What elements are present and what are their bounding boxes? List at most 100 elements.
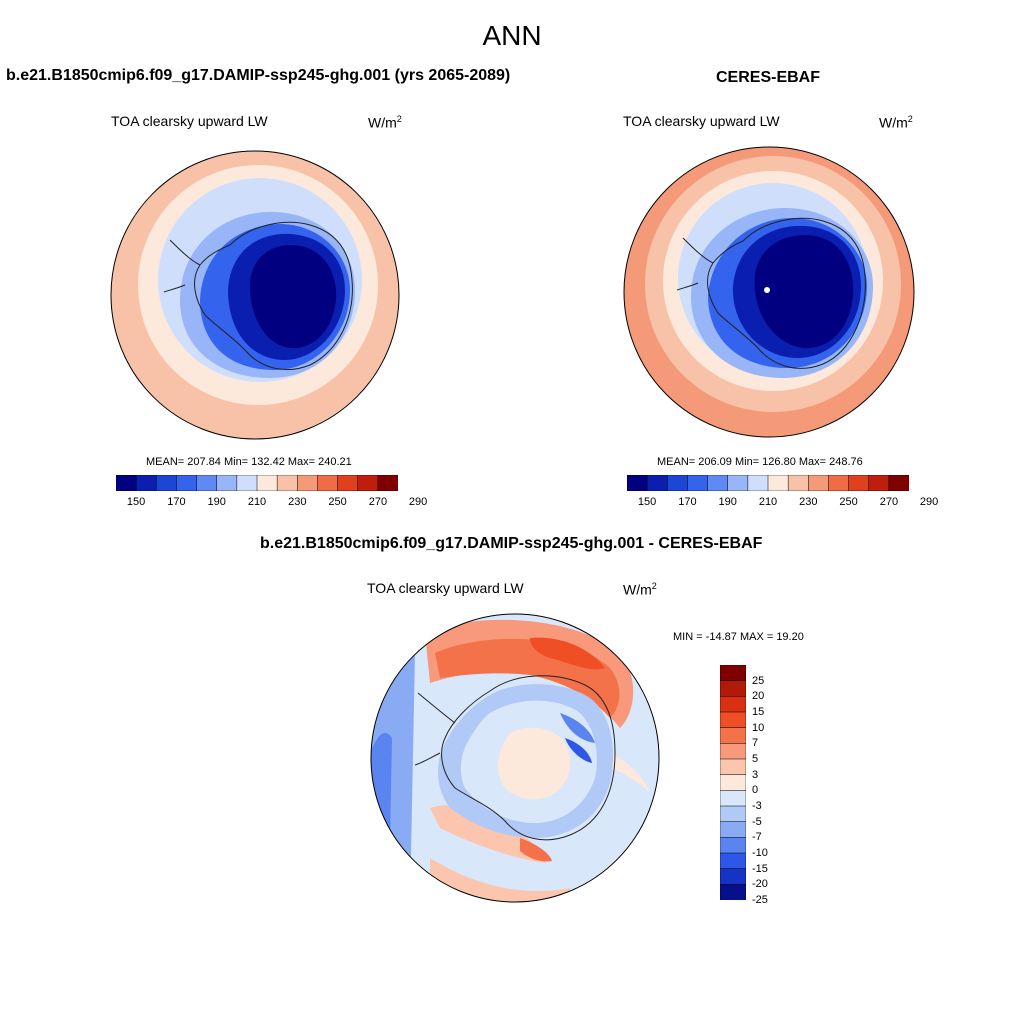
model-colorbar-swatch	[317, 475, 339, 491]
page-title: ANN	[482, 20, 542, 51]
model-colorbar-swatch	[196, 475, 218, 491]
obs-colorbar	[627, 475, 909, 491]
obs-colorbar-swatch	[727, 475, 749, 491]
model-colorbar-tick-label: 210	[247, 496, 267, 508]
diff-colorbar-swatch	[720, 743, 746, 760]
model-peninsula	[163, 239, 201, 293]
diff-coastline	[441, 675, 616, 841]
obs-colorbar-tick-label: 270	[879, 496, 899, 508]
model-colorbar-swatch	[357, 475, 379, 491]
obs-colorbar-swatch	[627, 475, 648, 491]
obs-peninsula	[676, 237, 714, 291]
obs-colorbar-swatch	[747, 475, 769, 491]
model-colorbar-swatch	[116, 475, 137, 491]
obs-colorbar-swatch	[707, 475, 729, 491]
diff-colorbar-ticks: 25 20 15 10 7 5 3 0 -3 -5 -7 -10 -15 -20 -25	[752, 665, 792, 906]
obs-colorbar-swatch	[667, 475, 688, 491]
diff-colorbar-swatch	[720, 665, 746, 682]
diff-panel-title: b.e21.B1850cmip6.f09_g17.DAMIP-ssp245-gh…	[260, 535, 763, 552]
diff-colorbar-swatch	[720, 837, 746, 854]
diff-colorbar-tick-label: 3	[752, 768, 759, 781]
diff-variable-label: TOA clearsky upward LW	[367, 580, 524, 596]
obs-colorbar-swatch	[646, 475, 668, 491]
obs-colorbar-swatch	[868, 475, 890, 491]
model-colorbar-swatch	[236, 475, 258, 491]
diff-colorbar	[720, 665, 746, 900]
obs-colorbar-tick-label: 230	[799, 496, 818, 508]
diff-colorbar-swatch	[720, 696, 746, 713]
diff-colorbar-tick-label: -20	[752, 878, 768, 891]
model-colorbar-swatch	[176, 475, 198, 491]
model-colorbar-tick-label: 230	[288, 496, 307, 508]
obs-colorbar-swatch	[888, 475, 909, 491]
model-colorbar-swatch	[216, 475, 238, 491]
obs-stats: MEAN= 206.09 Min= 126.80 Max= 248.76	[657, 456, 863, 468]
model-colorbar-swatch	[156, 475, 177, 491]
model-variable-label: TOA clearsky upward LW	[111, 113, 268, 129]
diff-colorbar-swatch	[720, 852, 746, 870]
diff-units-label: W/m2	[623, 581, 657, 598]
obs-panel-title: CERES-EBAF	[716, 69, 821, 86]
obs-units-label: W/m2	[879, 114, 913, 131]
obs-colorbar-ticks: 150 170 190 210 230 250 270 290	[627, 496, 938, 510]
diff-colorbar-swatch	[720, 884, 746, 900]
diff-colorbar-swatch	[720, 711, 746, 729]
model-colorbar-tick-label: 290	[408, 496, 428, 508]
obs-colorbar-tick-label: 150	[637, 496, 657, 508]
obs-colorbar-swatch	[828, 475, 850, 491]
diff-colorbar-swatch	[720, 774, 746, 791]
diff-colorbar-swatch	[720, 805, 746, 823]
model-colorbar-tick-label: 150	[126, 496, 146, 508]
model-polar-map	[110, 150, 400, 440]
obs-colorbar-tick-label: 210	[758, 496, 778, 508]
model-colorbar-ticks: 150 170 190 210 230 250 270 290	[116, 496, 427, 510]
diff-colorbar-swatch	[720, 790, 746, 807]
diff-colorbar-swatch	[720, 727, 746, 744]
diff-colorbar-tick-label: 20	[752, 690, 765, 703]
model-colorbar-swatch	[377, 475, 398, 491]
diff-colorbar-swatch	[720, 758, 746, 776]
diff-colorbar-tick-label: -7	[752, 831, 762, 844]
south-pole-marker	[764, 287, 770, 293]
model-units-label: W/m2	[368, 114, 402, 131]
obs-colorbar-swatch	[687, 475, 709, 491]
obs-coastline	[707, 217, 866, 369]
obs-colorbar-tick-label: 290	[919, 496, 939, 508]
diff-peninsula	[414, 692, 456, 766]
diff-polar-map	[370, 613, 660, 903]
obs-colorbar-swatch	[848, 475, 870, 491]
diff-stats: MIN = -14.87 MAX = 19.20	[673, 631, 804, 643]
diff-colorbar-tick-label: -15	[752, 862, 768, 875]
model-colorbar-swatch	[276, 475, 298, 491]
diff-colorbar-tick-label: -10	[752, 847, 768, 859]
obs-colorbar-tick-label: 190	[718, 496, 737, 508]
model-colorbar-tick-label: 250	[328, 496, 347, 508]
model-stats: MEAN= 207.84 Min= 132.42 Max= 240.21	[146, 456, 352, 468]
diff-colorbar-tick-label: 0	[752, 784, 759, 797]
model-colorbar-swatch	[297, 475, 318, 491]
obs-variable-label: TOA clearsky upward LW	[623, 113, 780, 129]
model-colorbar-tick-label: 170	[167, 496, 186, 508]
diff-colorbar-tick-label: 25	[752, 674, 765, 687]
diff-colorbar-tick-label: 15	[752, 706, 765, 718]
model-colorbar	[116, 475, 398, 491]
diff-colorbar-tick-label: 7	[752, 737, 759, 750]
model-panel-title: b.e21.B1850cmip6.f09_g17.DAMIP-ssp245-gh…	[6, 67, 511, 84]
diff-colorbar-tick-label: -25	[752, 894, 768, 906]
diff-colorbar-tick-label: -3	[752, 800, 762, 812]
diff-colorbar-swatch	[720, 680, 746, 697]
obs-colorbar-swatch	[808, 475, 829, 491]
diff-colorbar-tick-label: -5	[752, 815, 762, 828]
diff-colorbar-swatch	[720, 821, 746, 838]
obs-polar-map	[623, 146, 915, 438]
model-colorbar-swatch	[256, 475, 278, 491]
obs-colorbar-tick-label: 250	[839, 496, 858, 508]
model-colorbar-swatch	[135, 475, 157, 491]
model-colorbar-tick-label: 190	[207, 496, 226, 508]
model-colorbar-tick-label: 270	[368, 496, 388, 508]
obs-colorbar-swatch	[787, 475, 809, 491]
diff-colorbar-tick-label: 10	[752, 721, 765, 734]
diff-colorbar-swatch	[720, 868, 746, 885]
model-colorbar-swatch	[337, 475, 359, 491]
obs-colorbar-swatch	[767, 475, 789, 491]
